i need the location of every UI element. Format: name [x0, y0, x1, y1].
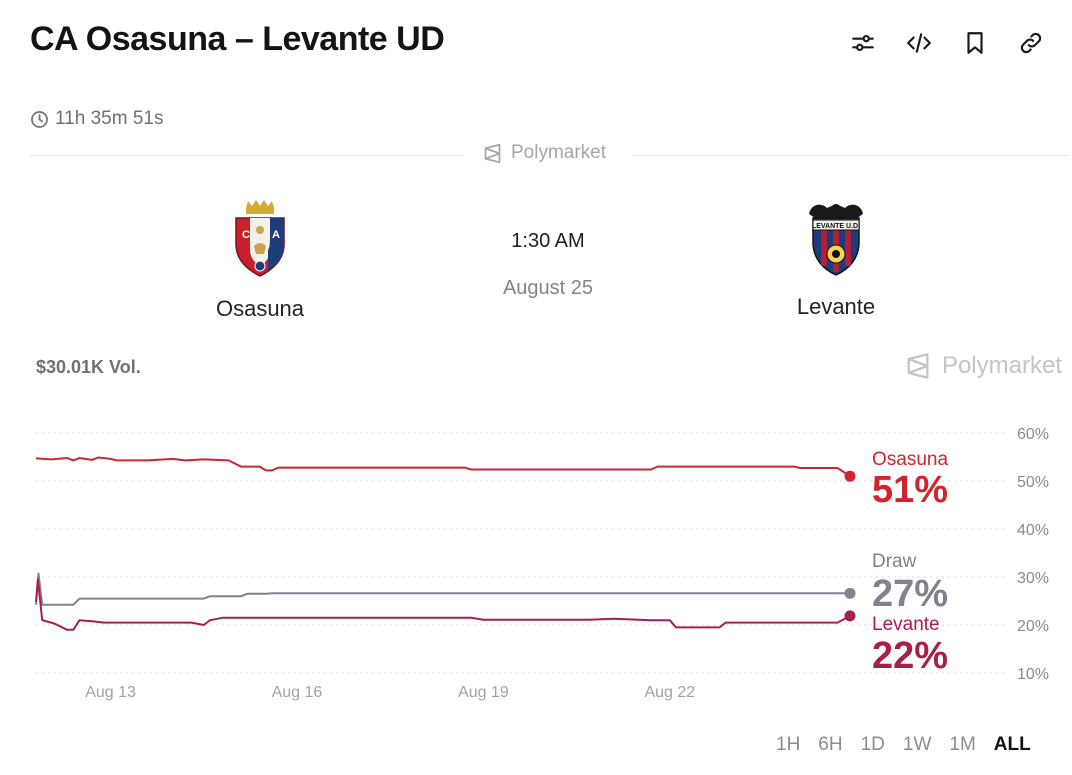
- series-value-draw: 27%: [872, 573, 948, 615]
- home-team-name: Osasuna: [215, 296, 305, 321]
- osasuna-crest-icon: C A: [235, 200, 285, 277]
- chart-brand-name: Polymarket: [941, 352, 1062, 379]
- series-name-levante: Levante: [872, 614, 940, 635]
- x-tick-label: Aug 22: [644, 684, 695, 701]
- series-line-levante: [35, 578, 851, 631]
- series-name-draw: Draw: [872, 551, 917, 572]
- price-chart[interactable]: 60% 50% 40% 30% 20% 10% Aug 13 Aug 16 Aug 19 Aug…: [0, 400, 1072, 720]
- range-6h[interactable]: 6H: [818, 734, 843, 755]
- away-team[interactable]: LEVANTE U.D. Levante: [760, 200, 912, 320]
- y-tick-label: 60%: [1017, 426, 1049, 443]
- brand-name: Polymarket: [511, 142, 607, 163]
- volume-label: $30.01K Vol.: [36, 357, 141, 377]
- series-value-osasuna: 51%: [872, 469, 948, 511]
- filter-icon: [852, 34, 874, 52]
- divider-right: [632, 155, 1068, 156]
- range-1h[interactable]: 1H: [776, 734, 801, 755]
- home-team[interactable]: C A Osasuna: [185, 200, 335, 322]
- y-tick-label: 50%: [1017, 474, 1049, 491]
- divider-left: [30, 155, 464, 156]
- kickoff-time: 1:30 AM: [511, 230, 585, 252]
- series-endpoint-draw: [844, 587, 856, 599]
- series-value-levante: 22%: [872, 635, 948, 677]
- range-1d[interactable]: 1D: [860, 734, 885, 755]
- bookmark-button[interactable]: [956, 26, 994, 60]
- series-endpoint-osasuna: [844, 470, 856, 482]
- time-range-selector: 1H 6H 1D 1W 1M ALL: [776, 734, 1031, 756]
- link-icon: [1020, 32, 1042, 54]
- series-name-osasuna: Osasuna: [872, 449, 948, 470]
- levante-crest-icon: LEVANTE U.D.: [809, 204, 863, 276]
- bookmark-icon: [967, 32, 983, 54]
- polymarket-brand[interactable]: Polymarket: [482, 142, 606, 164]
- svg-text:LEVANTE U.D.: LEVANTE U.D.: [812, 223, 860, 230]
- svg-text:A: A: [272, 229, 280, 241]
- kickoff-info: 1:30 AM August 25: [448, 230, 648, 300]
- countdown-text: 11h 35m 51s: [55, 108, 164, 129]
- y-tick-label: 40%: [1017, 522, 1049, 539]
- x-tick-label: Aug 13: [85, 684, 136, 701]
- filter-button[interactable]: [844, 26, 882, 60]
- series-line-draw: [35, 572, 850, 606]
- kickoff-date: August 25: [502, 277, 594, 299]
- range-all[interactable]: ALL: [993, 734, 1031, 755]
- series-endpoint-levante: [844, 610, 856, 622]
- polymarket-logo-icon: [484, 143, 501, 163]
- countdown: 11h 35m 51s: [30, 108, 163, 130]
- y-tick-label: 30%: [1017, 570, 1049, 587]
- x-tick-label: Aug 19: [458, 684, 509, 701]
- clock-icon: [31, 110, 48, 128]
- toolbar: [844, 26, 1050, 60]
- y-tick-label: 10%: [1017, 666, 1049, 683]
- series-line-osasuna: [35, 456, 851, 478]
- embed-button[interactable]: [900, 26, 938, 60]
- chart-polymarket-brand[interactable]: Polymarket: [904, 352, 1062, 380]
- page-title: CA Osasuna – Levante UD: [30, 20, 445, 58]
- range-1m[interactable]: 1M: [949, 734, 976, 755]
- y-tick-label: 20%: [1017, 618, 1049, 635]
- svg-text:C: C: [242, 229, 250, 241]
- x-tick-label: Aug 16: [272, 684, 323, 701]
- copy-link-button[interactable]: [1012, 26, 1050, 60]
- away-team-name: Levante: [796, 294, 876, 319]
- range-1w[interactable]: 1W: [902, 734, 932, 755]
- polymarket-logo-icon: [907, 353, 929, 379]
- embed-code-icon: [907, 33, 931, 53]
